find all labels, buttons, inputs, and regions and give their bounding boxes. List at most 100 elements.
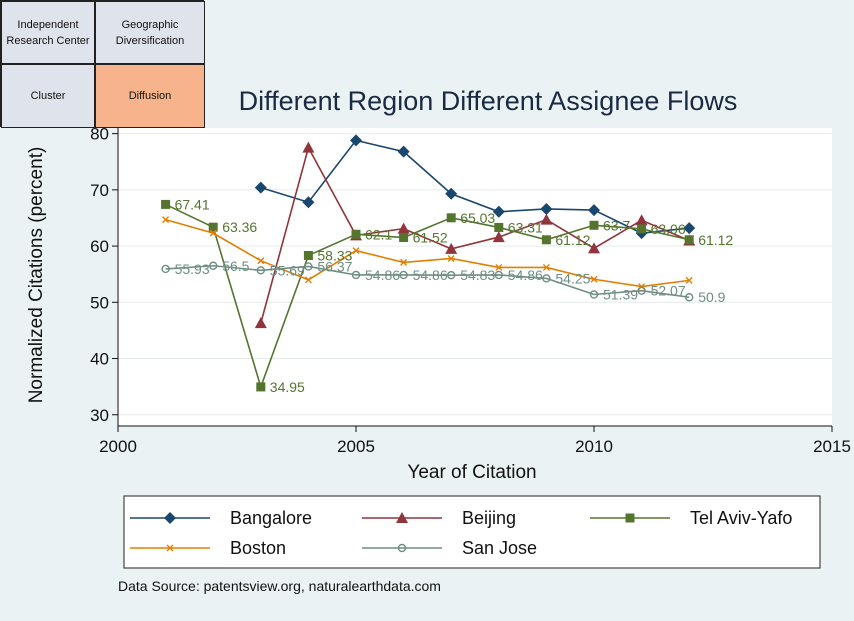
data-point bbox=[208, 222, 218, 232]
nav-tile-cluster[interactable]: Cluster bbox=[1, 64, 95, 128]
chart-title: Different Region Different Assignee Flow… bbox=[239, 86, 738, 116]
data-label: 50.9 bbox=[698, 289, 725, 305]
data-label: 54.86 bbox=[413, 267, 448, 283]
data-label: 67.41 bbox=[175, 196, 210, 212]
data-point bbox=[589, 290, 599, 299]
data-source-note: Data Source: patentsview.org, naturalear… bbox=[118, 578, 441, 594]
data-point bbox=[302, 196, 315, 209]
data-point bbox=[495, 263, 503, 271]
nav-tile-label: Diffusion bbox=[128, 90, 172, 102]
data-point bbox=[161, 199, 171, 209]
data-point bbox=[352, 247, 360, 255]
legend-label: Boston bbox=[230, 538, 286, 558]
data-label: 54.83 bbox=[460, 267, 495, 283]
data-point bbox=[446, 213, 456, 223]
y-tick-label: 60 bbox=[90, 237, 109, 256]
data-label: 34.95 bbox=[270, 379, 305, 395]
data-label: 61.12 bbox=[698, 232, 733, 248]
data-point bbox=[399, 233, 409, 243]
data-point bbox=[161, 264, 170, 274]
data-point bbox=[540, 213, 553, 225]
data-point bbox=[542, 274, 551, 283]
data-point bbox=[635, 214, 648, 226]
series-line-bangalore bbox=[260, 139, 690, 234]
data-label: 54.86 bbox=[508, 267, 543, 283]
x-tick-label: 2000 bbox=[99, 437, 137, 456]
data-point bbox=[492, 205, 505, 218]
data-point bbox=[303, 250, 313, 260]
nav-tile-label: Geographic Diversification bbox=[115, 18, 185, 47]
data-point bbox=[542, 263, 550, 271]
data-point bbox=[540, 202, 553, 215]
data-point bbox=[256, 266, 265, 275]
data-point bbox=[683, 222, 696, 235]
data-point bbox=[162, 216, 170, 224]
legend-label: Tel Aviv-Yafo bbox=[690, 508, 792, 528]
data-point bbox=[445, 242, 458, 254]
data-point bbox=[541, 235, 551, 245]
nav-tile-label: Cluster bbox=[30, 90, 66, 102]
nav-tile-geographic-diversification[interactable]: Geographic Diversification bbox=[95, 1, 205, 64]
data-point bbox=[492, 231, 505, 243]
data-point bbox=[685, 293, 694, 302]
legend-box bbox=[123, 495, 821, 569]
x-tick-label: 2015 bbox=[813, 437, 851, 456]
data-label: 55.69 bbox=[270, 262, 305, 278]
data-point bbox=[400, 258, 408, 266]
data-point bbox=[396, 512, 408, 523]
data-point bbox=[494, 222, 504, 232]
x-axis-title: Year of Citation bbox=[407, 462, 536, 483]
data-label: 54.25 bbox=[555, 270, 590, 286]
data-label: 63.31 bbox=[508, 219, 543, 235]
nav-tile-diffusion[interactable]: Diffusion bbox=[95, 64, 205, 128]
data-point bbox=[447, 254, 455, 262]
data-label: 52.07 bbox=[651, 283, 686, 299]
nav-tile-independent-research-center[interactable]: Independent Research Center bbox=[1, 1, 95, 64]
data-point bbox=[637, 286, 646, 295]
y-axis-title: Normalized Citations (percent) bbox=[26, 147, 47, 404]
legend-item-boston: Boston bbox=[130, 538, 286, 558]
data-label: 56.37 bbox=[317, 258, 352, 274]
data-labels: 67.41 63.36 34.95 58.33 62.1 61.52 65.03 63.31 6… bbox=[175, 196, 734, 395]
x-tick-label: 2005 bbox=[337, 437, 375, 456]
data-label: 65.03 bbox=[460, 210, 495, 226]
data-point bbox=[304, 276, 312, 284]
y-tick-label: 30 bbox=[90, 406, 109, 425]
data-point bbox=[254, 181, 267, 194]
data-point bbox=[397, 543, 407, 553]
data-point bbox=[256, 382, 266, 392]
y-tick-label: 40 bbox=[90, 350, 109, 369]
data-label: 63.36 bbox=[222, 219, 257, 235]
legend-label: Beijing bbox=[462, 508, 516, 528]
data-point bbox=[254, 317, 267, 329]
data-point bbox=[304, 262, 313, 271]
data-point bbox=[685, 276, 693, 284]
legend-label: Bangalore bbox=[230, 508, 312, 528]
legend-item-bangalore: Bangalore bbox=[130, 508, 312, 528]
series-line-san-jose bbox=[165, 264, 690, 299]
plot-area bbox=[118, 128, 832, 426]
data-point bbox=[209, 229, 217, 237]
data-point bbox=[208, 261, 218, 270]
data-label: 51.39 bbox=[603, 286, 638, 302]
data-point bbox=[625, 513, 635, 523]
data-point bbox=[397, 222, 410, 234]
data-point bbox=[397, 145, 410, 158]
data-label: 56.5 bbox=[222, 258, 249, 274]
x-tick-label: 2010 bbox=[575, 437, 613, 456]
data-point bbox=[589, 220, 599, 230]
legend-label: San Jose bbox=[462, 538, 537, 558]
series-line-boston bbox=[165, 218, 690, 288]
legend: Bangalore Beijing Tel Aviv-Yafo Boston San J… bbox=[130, 508, 792, 558]
data-point bbox=[494, 270, 503, 280]
series-line-beijing bbox=[260, 145, 690, 324]
y-tick-label: 70 bbox=[90, 181, 109, 200]
series-line-tel-aviv-yafo bbox=[165, 203, 690, 390]
data-point bbox=[350, 134, 362, 147]
data-point bbox=[447, 270, 456, 280]
nav-grid: Independent Research Center Geographic Div… bbox=[0, 0, 205, 128]
data-label: 63.7 bbox=[603, 217, 630, 233]
data-point bbox=[588, 242, 600, 254]
legend-item-beijing: Beijing bbox=[362, 508, 516, 528]
